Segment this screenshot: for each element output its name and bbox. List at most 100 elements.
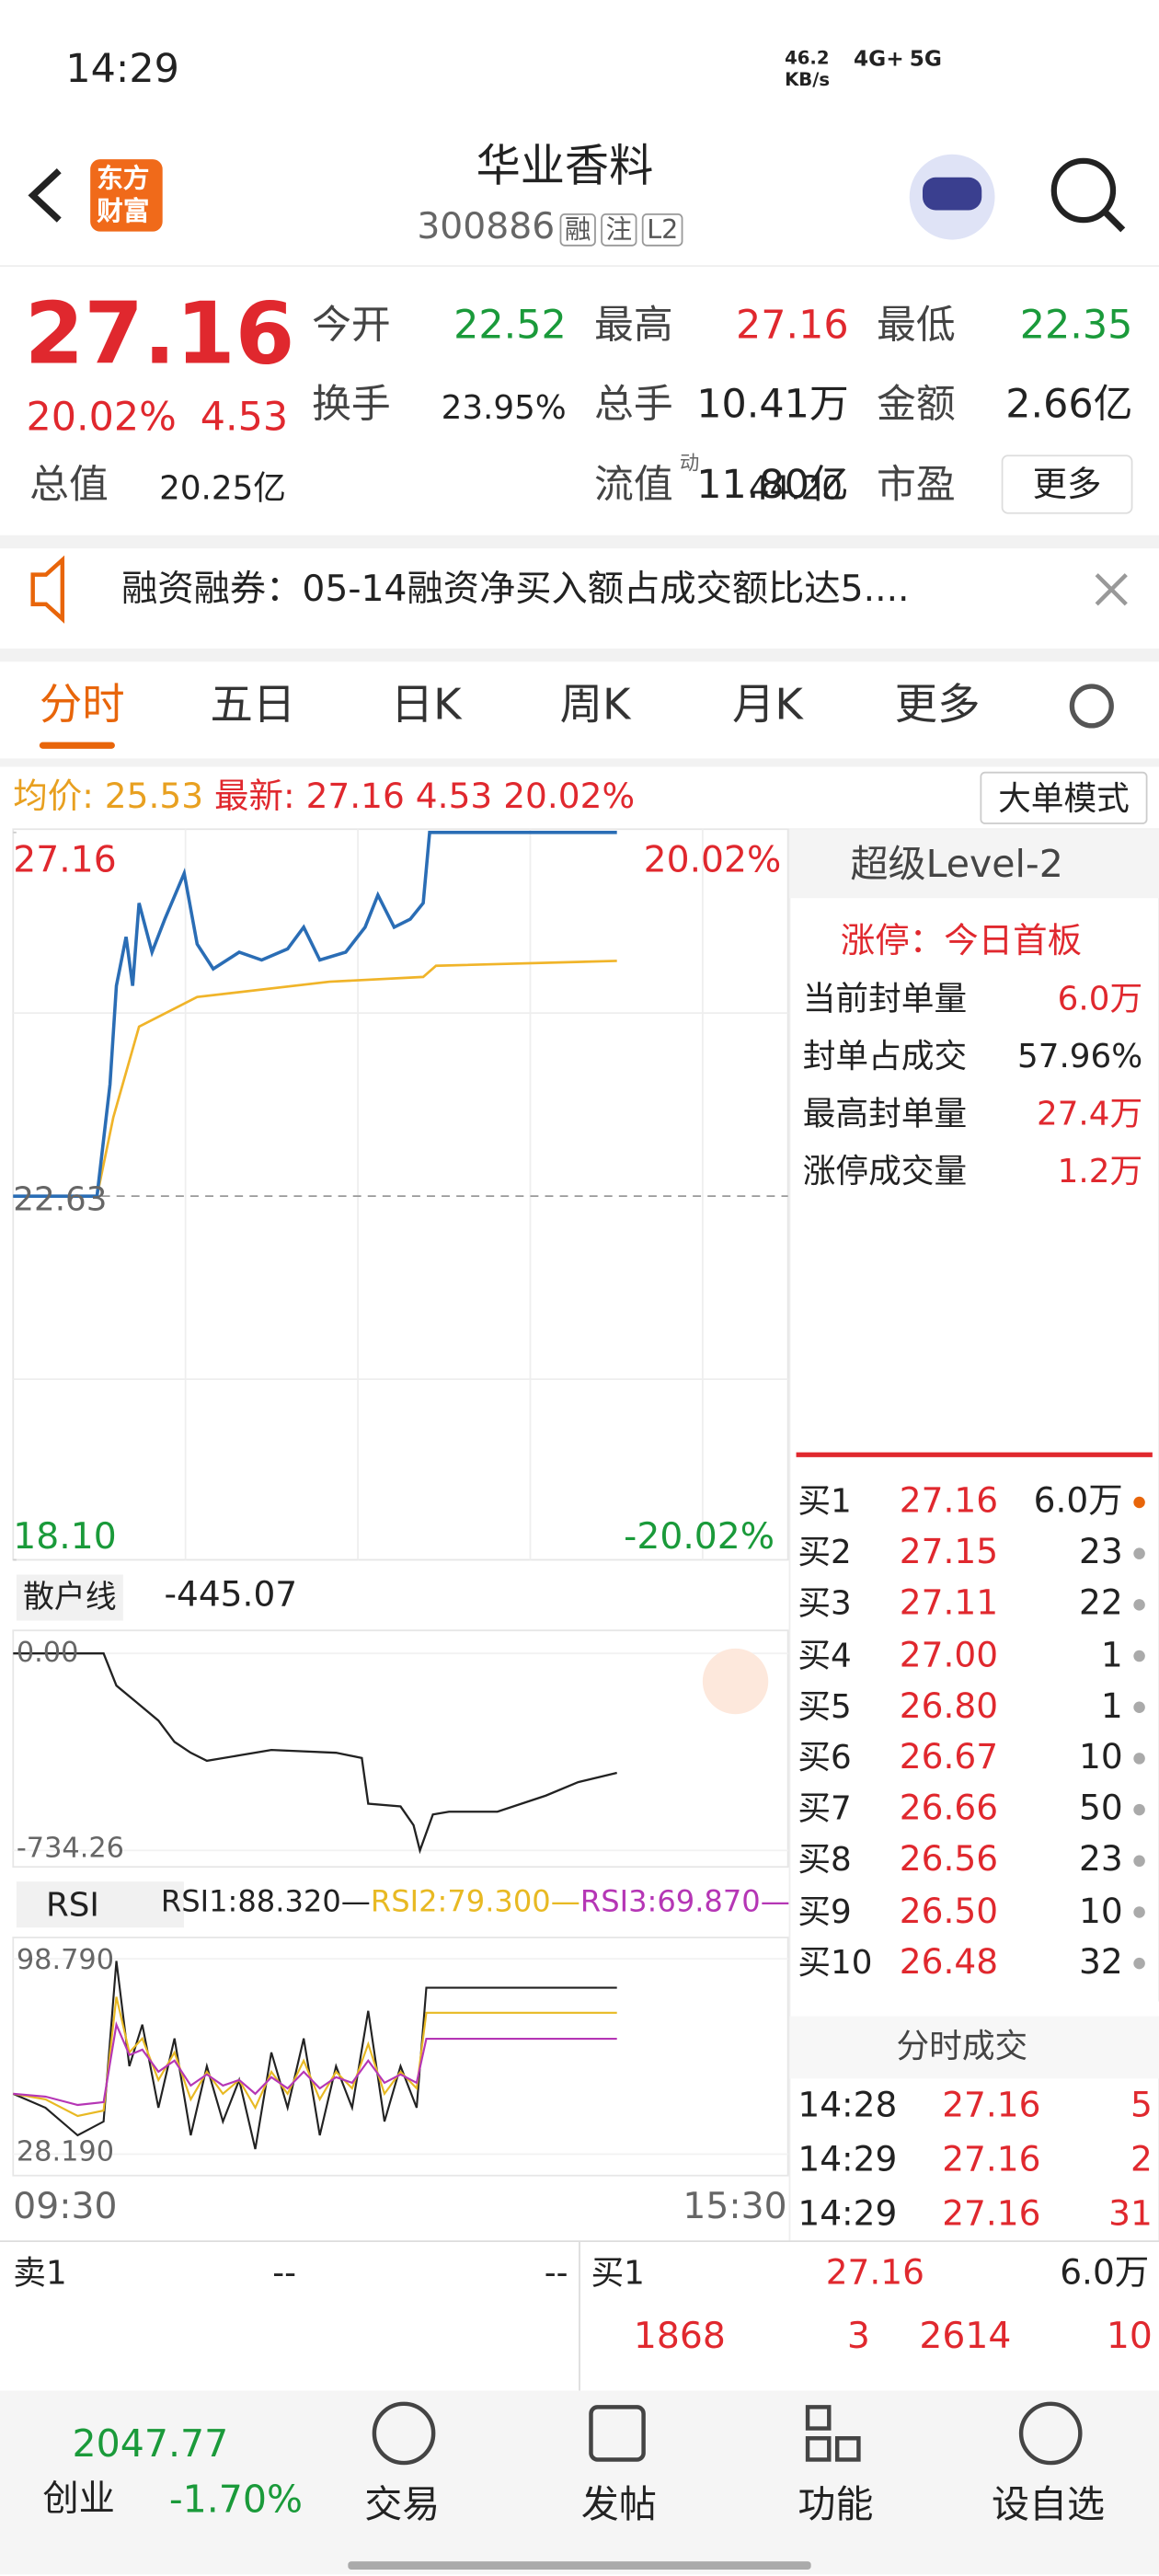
book-volume: 10	[1079, 1737, 1123, 1777]
search-icon[interactable]	[1050, 157, 1117, 224]
strip-sell: --	[272, 2252, 297, 2293]
logo-text: 财富	[97, 195, 150, 227]
tab[interactable]: 分时	[39, 681, 125, 731]
chart-frame	[12, 1937, 789, 2177]
book-price: 27.11	[899, 1583, 999, 1623]
book-price: 27.15	[899, 1532, 999, 1572]
rsi-title[interactable]: RSI	[16, 1881, 184, 1928]
info-line: 均价: 25.53 最新: 27.16 4.53 20.02%	[13, 779, 635, 814]
logo[interactable]	[90, 159, 163, 232]
l2-label: 涨停成交量	[802, 1151, 968, 1190]
trades-title[interactable]: 分时成交	[896, 2026, 1028, 2066]
more-button[interactable]: 更多	[1001, 454, 1133, 514]
rsi-legend: RSI1:88.320—RSI2:79.300—RSI3:69.870—	[161, 1888, 790, 1917]
price-line	[13, 831, 617, 1198]
field-label: 流值	[594, 461, 673, 508]
retail-current: -445.07	[164, 1574, 298, 1615]
rsi-line	[12, 1961, 617, 2150]
avg: 25.53	[104, 776, 204, 816]
field-value: 22.52	[453, 302, 567, 349]
x-start: 09:30	[13, 2187, 118, 2228]
settings-icon[interactable]	[1069, 684, 1114, 729]
trade-price: 27.16	[942, 2193, 1041, 2234]
book-level: 买8	[798, 1839, 852, 1880]
rsi-line	[13, 2020, 617, 2107]
l2-value: 1.2万	[1057, 1151, 1143, 1190]
func-icon[interactable]	[805, 2405, 832, 2431]
close-icon[interactable]	[1095, 573, 1128, 606]
book-level: 买1	[798, 1480, 852, 1521]
book-level: 买6	[798, 1737, 852, 1777]
trade-icon[interactable]	[372, 2401, 436, 2466]
tab[interactable]: 月K	[731, 681, 803, 731]
book-price: 26.56	[899, 1839, 999, 1880]
back-icon[interactable]	[28, 168, 62, 223]
tab[interactable]: 更多	[894, 681, 981, 731]
retail-title[interactable]: 散户线	[16, 1574, 123, 1621]
rsi-line	[13, 1996, 617, 2118]
book-price: 26.66	[899, 1788, 999, 1828]
nav-item[interactable]: 交易	[364, 2484, 441, 2527]
field-value: 20.25亿	[159, 467, 287, 508]
limit: 涨停：今日首板	[840, 921, 1083, 961]
change-pct: 20.02%	[26, 394, 177, 441]
tab[interactable]: 日K	[390, 681, 462, 731]
book-level: 买10	[798, 1941, 873, 1982]
strip-cell: 3	[846, 2317, 870, 2358]
book-dot	[1133, 1599, 1145, 1611]
field-value: 2.66亿	[1005, 381, 1133, 428]
trade-volume: 31	[1108, 2193, 1153, 2234]
tab[interactable]: 五日	[210, 681, 296, 731]
pct-top: 20.02%	[643, 840, 782, 882]
separator	[0, 648, 1159, 662]
mode-button[interactable]: 大单模式	[980, 771, 1148, 824]
index-name: 创业	[42, 2478, 115, 2521]
rsi-min: 28.190	[16, 2135, 115, 2169]
func-icon	[805, 2436, 832, 2462]
book-level: 买4	[798, 1634, 852, 1674]
post-icon[interactable]	[589, 2405, 646, 2462]
l2-label: 当前封单量	[802, 978, 968, 1018]
notice[interactable]: 融资融券：05-14融资净买入额占成交额比达5....	[121, 569, 910, 611]
book-volume: 1	[1100, 1685, 1123, 1726]
chart-frame	[12, 1629, 789, 1869]
tab-underline	[39, 742, 115, 749]
separator	[0, 535, 1159, 549]
trades-header-bg	[789, 2016, 1159, 2079]
book-price: 26.80	[899, 1685, 999, 1726]
book-dot	[1133, 1906, 1145, 1918]
book-dot	[1133, 1547, 1145, 1559]
field-value: 27.16	[736, 302, 849, 349]
field-value: 23.95%	[441, 387, 567, 428]
book-dot	[1133, 1803, 1145, 1816]
y-min: 18.10	[13, 1517, 117, 1558]
chart-frame	[12, 828, 789, 1561]
trade-price: 27.16	[942, 2085, 1041, 2125]
book-dot	[1133, 1650, 1145, 1662]
l2-value: 57.96%	[1017, 1036, 1143, 1075]
y-max: 27.16	[13, 840, 117, 882]
l2-value: 27.4万	[1036, 1093, 1143, 1133]
net-type: 5G	[909, 47, 942, 73]
net-unit: KB/s	[785, 68, 831, 91]
home-indicator	[348, 2561, 811, 2570]
book-level: 买5	[798, 1685, 852, 1726]
l2-label: 封单占成交	[802, 1036, 968, 1075]
nav-item[interactable]: 功能	[798, 2484, 874, 2527]
book-dot	[1133, 1496, 1145, 1509]
trade-time: 14:29	[798, 2139, 898, 2179]
book-volume: 50	[1079, 1788, 1123, 1828]
book-volume: 32	[1079, 1941, 1123, 1982]
legend-entry: RSI1:88.320—	[160, 1884, 371, 1920]
change: 4.53	[200, 394, 289, 441]
logo-text: 东方	[97, 162, 150, 194]
field-label: 最高	[594, 302, 673, 349]
field-value: 22.35	[1019, 302, 1133, 349]
tab[interactable]: 周K	[559, 681, 631, 731]
watch-icon[interactable]	[1018, 2401, 1083, 2466]
nav-item[interactable]: 发帖	[580, 2484, 657, 2527]
strip-cell: 2614	[919, 2317, 1012, 2358]
nav-item[interactable]: 设自选	[991, 2484, 1106, 2527]
level2-title[interactable]: 超级Level-2	[850, 844, 1063, 887]
